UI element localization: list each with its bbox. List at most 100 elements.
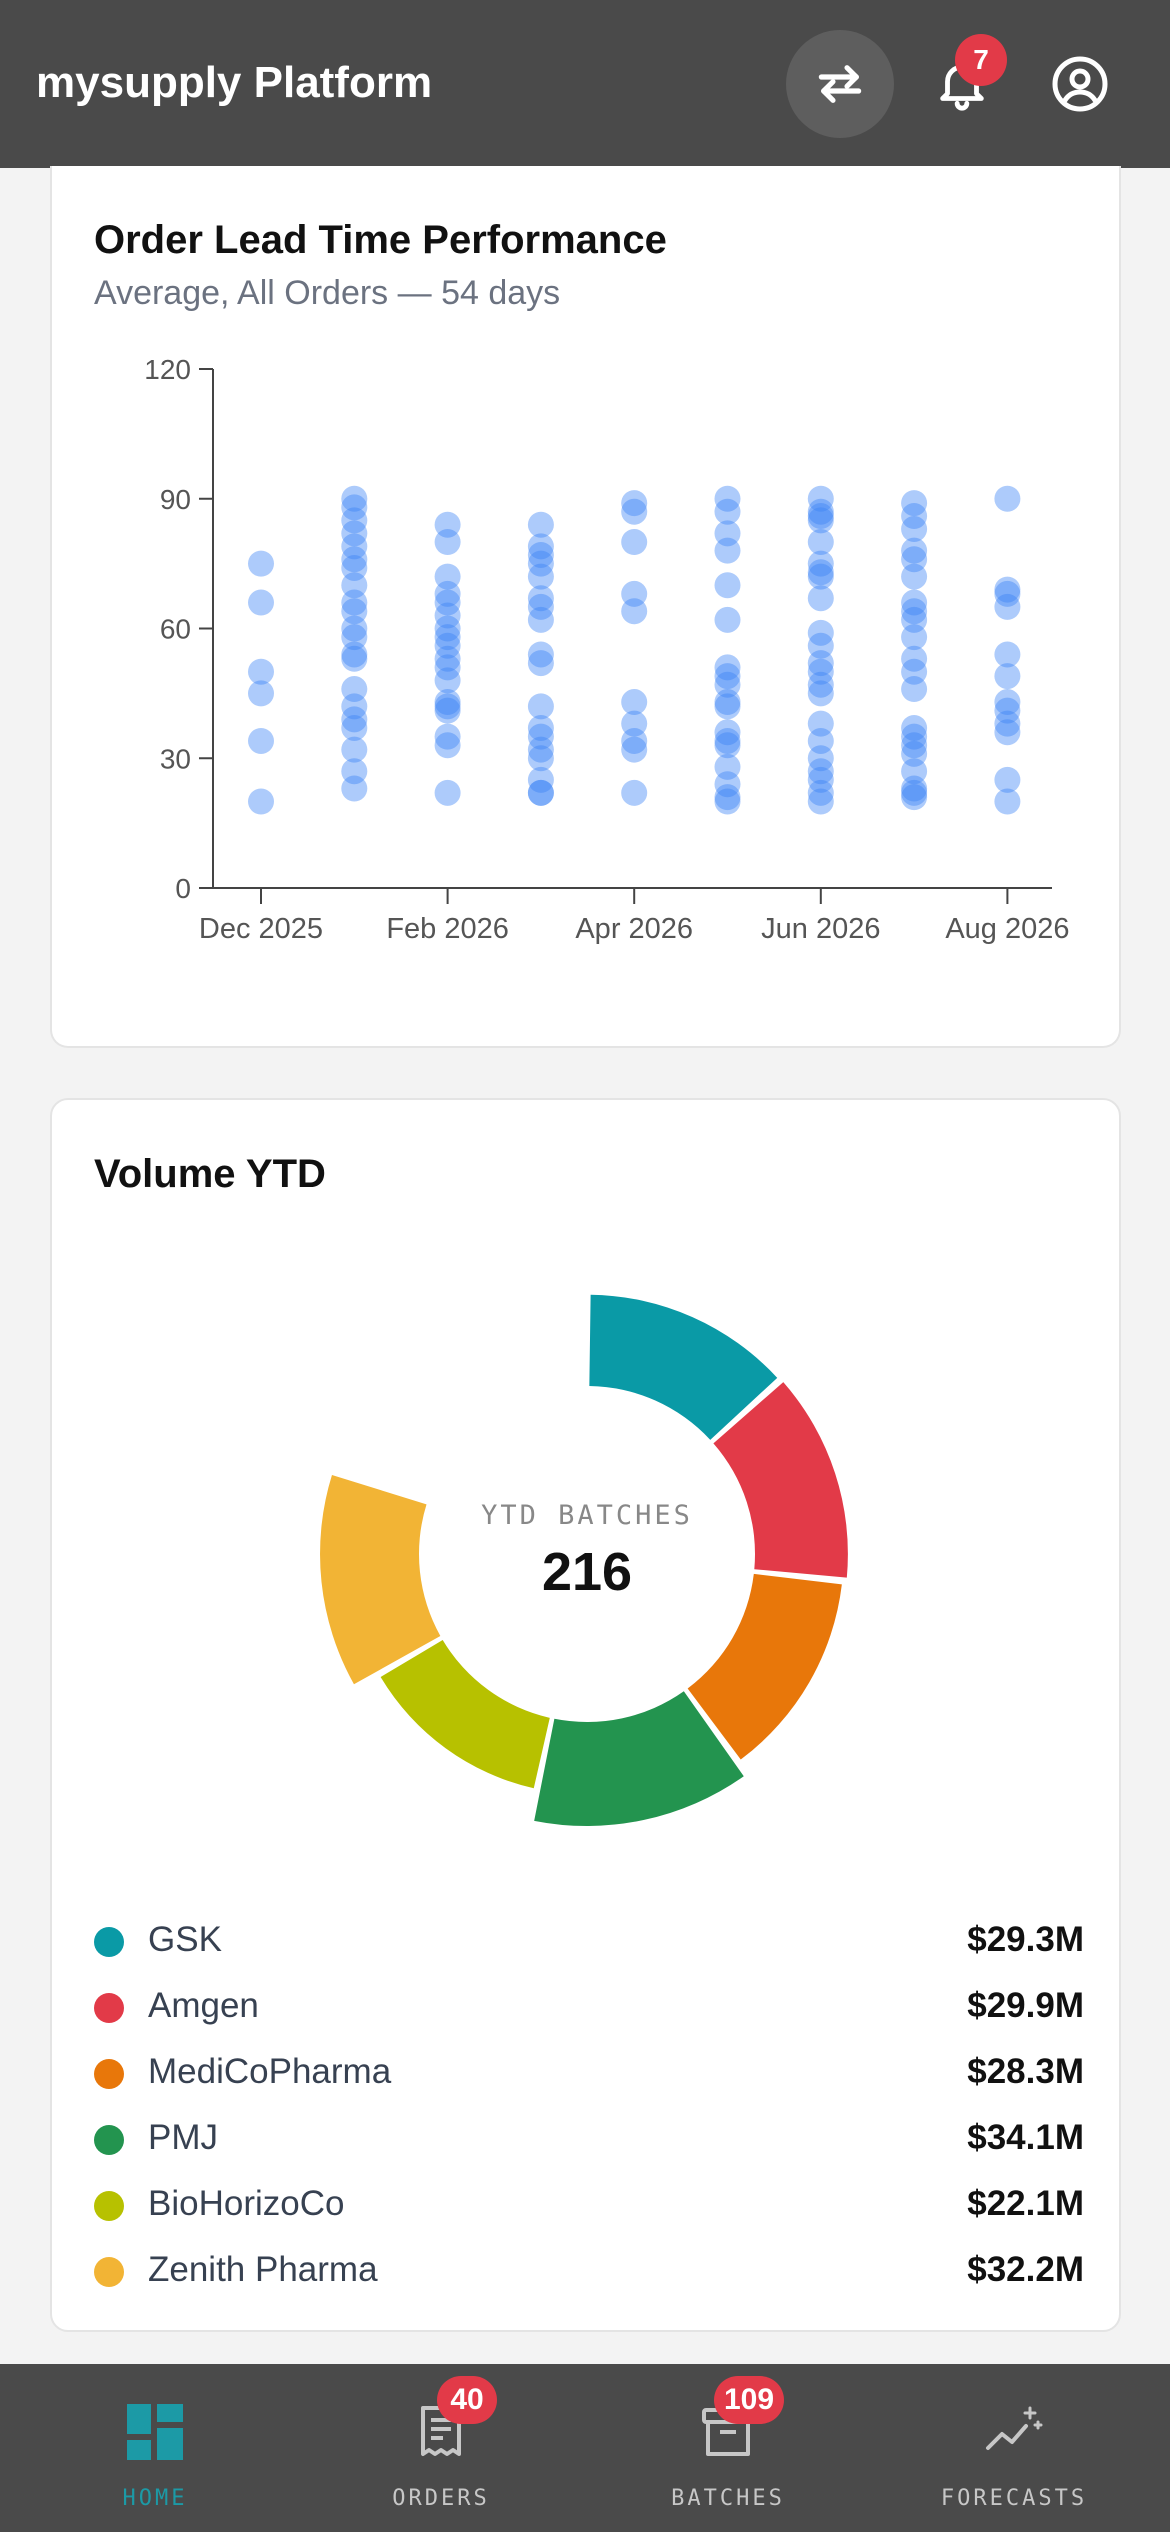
scatter-point — [248, 727, 274, 754]
scatter-point — [807, 658, 834, 685]
scatter-point — [807, 503, 834, 530]
scatter-point — [527, 541, 554, 568]
donut-slice — [589, 1294, 778, 1440]
scatter-point — [807, 671, 834, 698]
nav-forecasts[interactable]: FORECASTS — [868, 2364, 1160, 2532]
scatter-point — [807, 766, 834, 793]
donut-center-value: 216 — [542, 1542, 632, 1602]
switch-button[interactable] — [786, 30, 894, 138]
scatter-point — [341, 520, 368, 547]
scatter-point — [901, 516, 928, 543]
scatter-point — [901, 490, 928, 517]
x-tick-label: Aug 2026 — [945, 913, 1069, 945]
scatter-point — [807, 779, 834, 806]
scatter-point — [901, 775, 928, 802]
lead-time-title: Order Lead Time Performance — [94, 218, 667, 262]
scatter-point — [714, 719, 741, 746]
x-tick-label: Dec 2025 — [199, 913, 323, 945]
scatter-point — [901, 598, 928, 625]
legend-value: $34.1M — [967, 2118, 1084, 2157]
scatter-point — [341, 714, 368, 741]
scatter-point — [994, 485, 1021, 512]
nav-orders[interactable]: 40 ORDERS — [295, 2364, 587, 2532]
scatter-point — [527, 779, 554, 806]
scatter-point — [341, 507, 368, 534]
scatter-point — [901, 784, 928, 811]
scatter-point — [621, 529, 648, 555]
scatter-point — [994, 719, 1021, 746]
scatter-point — [341, 485, 368, 512]
scatter-point — [341, 589, 368, 616]
scatter-point — [527, 585, 554, 612]
y-tick-label: 120 — [144, 354, 191, 385]
scatter-point — [341, 572, 368, 599]
scatter-point — [341, 775, 368, 802]
volume-donut-chart: YTD BATCHES 216 — [320, 1294, 848, 1826]
scatter-point — [527, 593, 554, 620]
scatter-point — [901, 645, 928, 672]
legend-value: $32.2M — [967, 2250, 1084, 2289]
scatter-point — [994, 663, 1021, 690]
scatter-point — [527, 779, 554, 806]
nav-home-label: HOME — [122, 2486, 188, 2511]
scatter-point — [901, 546, 928, 573]
nav-orders-label: ORDERS — [392, 2486, 490, 2511]
scatter-point — [994, 593, 1021, 620]
nav-batches[interactable]: 109 BATCHES — [582, 2364, 874, 2532]
scatter-point — [248, 658, 274, 685]
scatter-point — [714, 689, 741, 716]
scatter-point — [527, 533, 554, 560]
scatter-point — [248, 589, 274, 616]
scatter-point — [341, 758, 368, 785]
scatter-point — [527, 766, 554, 793]
legend-row: Zenith Pharma $32.2M — [94, 2238, 1084, 2304]
y-tick-label: 90 — [160, 484, 191, 515]
scatter-point — [901, 779, 928, 806]
y-tick-label: 60 — [160, 614, 191, 645]
nav-home[interactable]: HOME — [9, 2364, 301, 2532]
legend-name: Amgen — [148, 1986, 259, 2025]
legend-swatch — [94, 2125, 124, 2155]
scatter-point — [901, 714, 928, 741]
donut-slice — [320, 1475, 441, 1685]
scatter-point — [994, 710, 1021, 737]
app-title: mysupply Platform — [36, 58, 433, 107]
scatter-point — [807, 485, 834, 512]
nav-batches-label: BATCHES — [671, 2486, 785, 2511]
y-tick-label: 0 — [175, 873, 191, 904]
scatter-point — [994, 641, 1021, 668]
scatter-point — [901, 563, 928, 590]
scatter-point — [714, 771, 741, 798]
scatter-point — [527, 606, 554, 633]
scatter-point — [527, 563, 554, 590]
donut-slice — [687, 1573, 842, 1760]
legend-name: MediCoPharma — [148, 2052, 392, 2091]
legend-row: GSK $29.3M — [94, 1908, 1084, 1974]
scatter-point — [807, 727, 834, 754]
nav-forecasts-label: FORECASTS — [940, 2486, 1088, 2511]
scatter-point — [527, 641, 554, 668]
scatter-point — [807, 788, 834, 815]
scatter-point — [341, 624, 368, 651]
scatter-point — [248, 550, 274, 577]
orders-badge: 40 — [437, 2376, 497, 2424]
scatter-point — [527, 745, 554, 772]
legend-name: BioHorizoCo — [148, 2184, 345, 2223]
scatter-point — [807, 758, 834, 785]
scatter-point — [341, 533, 368, 560]
scatter-point — [807, 680, 834, 707]
bottom-navigation: HOME 40 ORDERS 109 BATCHES FORECASTS — [0, 2364, 1170, 2532]
scatter-point — [714, 753, 741, 780]
scatter-point — [341, 736, 368, 763]
scatter-point — [341, 494, 368, 521]
scatter-point — [901, 589, 928, 616]
account-button[interactable] — [1040, 44, 1120, 124]
legend-row: PMJ $34.1M — [94, 2106, 1084, 2172]
scatter-point — [807, 710, 834, 737]
scatter-point — [901, 740, 928, 767]
receipt-icon — [421, 2406, 461, 2456]
legend-swatch — [94, 1927, 124, 1957]
scatter-point — [434, 689, 461, 716]
lead-time-subtitle: Average, All Orders — 54 days — [94, 274, 561, 312]
scatter-point — [621, 598, 648, 625]
